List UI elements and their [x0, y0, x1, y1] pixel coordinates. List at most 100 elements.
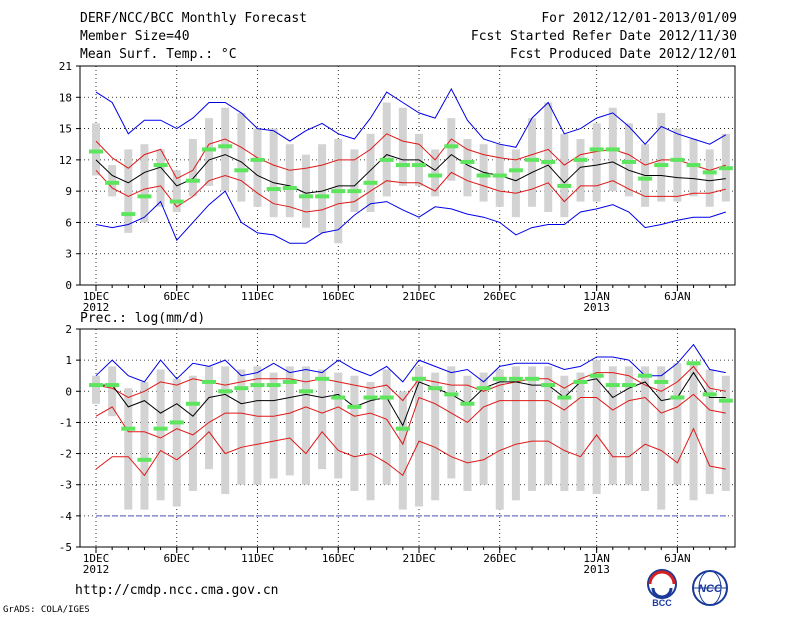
- y-tick-label: 3: [65, 248, 72, 261]
- observed-marker: [686, 163, 701, 168]
- observed-marker: [137, 457, 152, 462]
- observed-marker: [202, 147, 217, 152]
- ensemble-box: [318, 144, 327, 233]
- observed-marker: [379, 395, 394, 400]
- header-variable: Mean Surf. Temp.: °C: [80, 47, 237, 62]
- ensemble-box: [221, 107, 230, 192]
- ncc-logo-text: NCC: [698, 583, 723, 595]
- x-tick-label: 6JAN: [664, 552, 691, 565]
- x-tick-label: 1JAN: [583, 552, 610, 565]
- ensemble-box: [463, 375, 472, 491]
- ensemble-box: [705, 149, 714, 207]
- ensemble-box: [689, 139, 698, 197]
- observed-marker: [412, 376, 426, 381]
- series-line-min: [95, 190, 726, 244]
- observed-marker: [718, 166, 733, 171]
- ensemble-box: [205, 118, 214, 186]
- observed-marker: [379, 157, 394, 162]
- x-tick-label: 6JAN: [664, 290, 691, 303]
- ensemble-box: [285, 144, 294, 218]
- observed-marker: [508, 376, 523, 381]
- ensemble-box: [253, 366, 262, 485]
- header-title: DERF/NCC/BCC Monthly Forecast: [80, 11, 307, 26]
- observed-marker: [315, 194, 330, 199]
- ensemble-box: [318, 369, 327, 470]
- observed-marker: [460, 159, 475, 164]
- panel-title: Prec.: log(mm/d): [80, 311, 205, 326]
- ensemble-box: [528, 366, 537, 491]
- bcc-logo: BCC: [647, 569, 677, 608]
- observed-marker: [169, 420, 184, 425]
- ensemble-box: [188, 375, 197, 491]
- ensemble-box: [544, 366, 553, 485]
- ensemble-box: [350, 375, 359, 491]
- observed-marker: [153, 163, 168, 168]
- ensemble-box: [301, 366, 310, 485]
- x-tick-label: 16DEC: [322, 290, 355, 303]
- observed-marker: [541, 383, 556, 388]
- series-line-mean: [95, 153, 726, 194]
- observed-marker: [702, 392, 717, 397]
- observed-marker: [185, 401, 200, 406]
- observed-marker: [347, 404, 362, 409]
- x-tick-label: 1DEC: [83, 290, 110, 303]
- ensemble-box: [479, 372, 488, 485]
- observed-marker: [412, 163, 426, 168]
- ensemble-box: [366, 133, 375, 212]
- ensemble-box: [544, 102, 553, 212]
- y-tick-label: -2: [59, 448, 72, 461]
- ensemble-box: [382, 102, 391, 197]
- ensemble-box: [721, 375, 730, 491]
- y-tick-label: 6: [65, 216, 72, 229]
- ensemble-box: [528, 118, 537, 207]
- header-member-size: Member Size=40: [80, 29, 190, 44]
- y-tick-label: 21: [59, 60, 72, 73]
- ensemble-box: [624, 366, 633, 485]
- x-tick-label: 21DEC: [402, 552, 435, 565]
- observed-marker: [347, 189, 362, 194]
- observed-marker: [605, 147, 620, 152]
- ensemble-box: [673, 363, 682, 485]
- ensemble-box: [431, 372, 440, 501]
- observed-marker: [89, 383, 103, 388]
- ensemble-box: [334, 372, 343, 479]
- observed-marker: [282, 186, 297, 191]
- ensemble-box: [689, 363, 698, 501]
- ncc-logo: NCC: [692, 570, 728, 606]
- ensemble-box: [576, 372, 585, 491]
- x-tick-label: 16DEC: [322, 552, 355, 565]
- ensemble-box: [253, 128, 262, 207]
- y-tick-label: -5: [59, 541, 72, 554]
- observed-marker: [395, 163, 410, 168]
- observed-marker: [105, 383, 120, 388]
- y-tick-label: 12: [59, 154, 72, 167]
- observed-marker: [605, 383, 620, 388]
- observed-marker: [250, 383, 265, 388]
- ensemble-box: [140, 381, 149, 510]
- ensemble-box: [495, 369, 504, 510]
- observed-marker: [363, 395, 378, 400]
- ensemble-box: [285, 366, 294, 476]
- series-line-upper: [95, 365, 726, 402]
- y-tick-label: -1: [59, 416, 72, 429]
- observed-marker: [266, 383, 281, 388]
- x-year-label: 2013: [583, 563, 610, 576]
- ensemble-box: [188, 139, 197, 197]
- observed-marker: [282, 379, 297, 384]
- ensemble-box: [172, 378, 181, 507]
- footer-url[interactable]: http://cmdp.ncc.cma.gov.cn: [75, 583, 279, 598]
- observed-marker: [638, 373, 653, 378]
- observed-marker: [218, 389, 233, 394]
- observed-marker: [557, 395, 572, 400]
- observed-marker: [298, 194, 313, 199]
- x-year-label: 2012: [83, 301, 110, 314]
- observed-marker: [121, 212, 136, 217]
- x-tick-label: 26DEC: [483, 290, 516, 303]
- x-tick-label: 21DEC: [402, 290, 435, 303]
- ensemble-box: [108, 165, 117, 197]
- x-tick-label: 26DEC: [483, 552, 516, 565]
- ensemble-box: [463, 139, 472, 197]
- ensemble-box: [140, 144, 149, 223]
- observed-marker: [428, 386, 443, 391]
